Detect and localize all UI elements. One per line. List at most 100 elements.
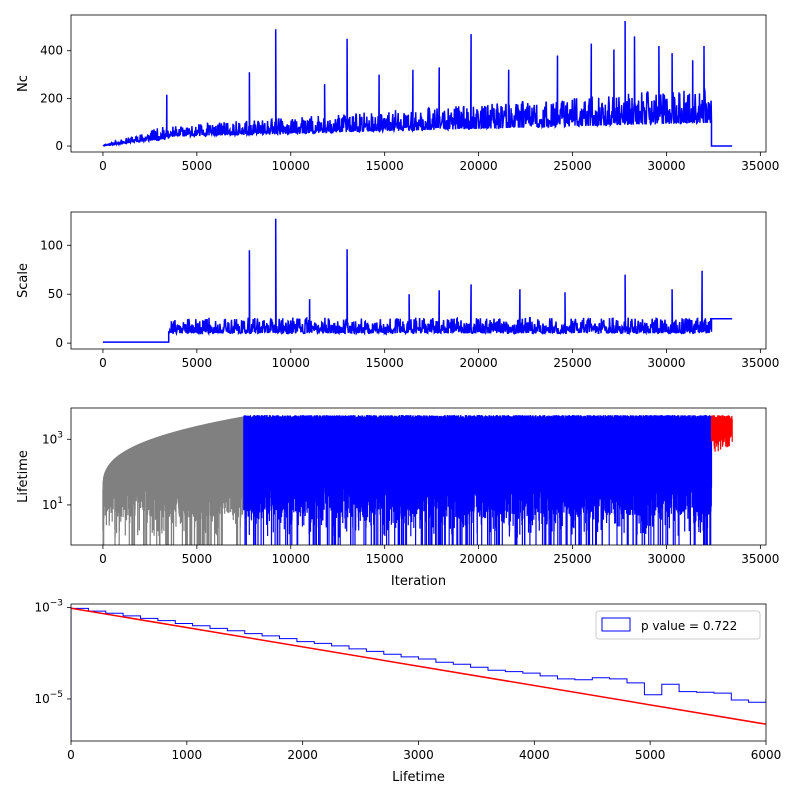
histogram-bin: [783, 705, 800, 741]
y-tick-label: 0: [55, 139, 63, 153]
x-tick-label: 5000: [182, 356, 213, 370]
histogram-bin: [471, 667, 488, 741]
x-tick-label: 0: [67, 748, 75, 762]
histogram-bin: [540, 676, 557, 741]
chart-panel-2: 0 5000 10000 15000 20000 25000 30000 35000 0 50 10…: [16, 211, 779, 370]
histogram-bin: [314, 643, 331, 741]
y-tick-label: 101: [42, 496, 63, 512]
x-axis-label: Iteration: [391, 574, 446, 589]
legend: p value = 0.722: [595, 610, 761, 640]
legend-swatch: [601, 617, 631, 632]
histogram-bin: [558, 679, 575, 741]
series-line-1: [102, 218, 733, 343]
x-tick-label: 35000: [741, 159, 779, 173]
y-tick-label: 103: [42, 430, 63, 446]
histogram-outline: [71, 607, 766, 741]
x-tick-label: 15000: [366, 159, 404, 173]
x-tick-label: 3000: [403, 748, 434, 762]
histogram-bin: [436, 662, 453, 741]
histogram-bin: [158, 621, 175, 741]
histogram-bin: [453, 664, 470, 741]
histogram-bin: [332, 646, 349, 741]
fit-line: [71, 607, 766, 725]
plot-area: [71, 607, 800, 741]
histogram-bin: [88, 611, 105, 741]
histogram-bin: [610, 679, 627, 741]
x-tick-label: 20000: [460, 356, 498, 370]
y-tick-label: 10−3: [34, 599, 63, 615]
x-tick-label: 2000: [287, 748, 318, 762]
y-tick-label: 400: [40, 44, 63, 58]
x-tick-label: 35000: [741, 552, 779, 566]
histogram-bin: [366, 651, 383, 741]
x-tick-label: 35000: [741, 356, 779, 370]
axes-frame: [70, 14, 767, 153]
plot-area: [102, 415, 733, 545]
histogram-bin: [227, 631, 244, 741]
x-tick-label: 30000: [647, 159, 685, 173]
histogram-bin: [71, 608, 88, 741]
series-band-3: [710, 415, 733, 452]
x-axis-label: Lifetime: [392, 770, 445, 785]
histogram-bin: [175, 623, 192, 741]
plot-area: [102, 20, 733, 147]
x-tick-label: 10000: [272, 159, 310, 173]
x-tick-label: 15000: [366, 552, 404, 566]
y-tick-label: 50: [48, 287, 63, 301]
y-tick-label: 10−5: [34, 690, 63, 706]
x-tick-label: 30000: [647, 356, 685, 370]
histogram-bin: [401, 657, 418, 741]
series-band-2: [243, 415, 713, 545]
histogram-bin: [575, 680, 592, 741]
axes-frame: [70, 407, 767, 546]
x-tick-label: 30000: [647, 552, 685, 566]
histogram-bin: [193, 626, 210, 741]
y-axis-label: Scale: [16, 263, 31, 298]
x-tick-label: 4000: [519, 748, 550, 762]
chart-panel-4: 0 1000 2000 3000 4000 5000 6000 10−5 10−3 Lifetim…: [34, 599, 800, 785]
histogram-bin: [297, 642, 314, 741]
legend-label: p value = 0.722: [641, 619, 737, 633]
x-tick-label: 25000: [553, 356, 591, 370]
legend-box: [595, 610, 761, 640]
y-axis-label: Lifetime: [16, 450, 31, 503]
axes-frame: [70, 211, 767, 350]
histogram-bin: [245, 634, 262, 741]
histogram-bin: [627, 683, 644, 741]
x-tick-label: 0: [99, 552, 107, 566]
x-tick-label: 5000: [182, 552, 213, 566]
x-tick-label: 0: [99, 356, 107, 370]
x-tick-label: 6000: [751, 748, 782, 762]
x-tick-label: 10000: [272, 552, 310, 566]
histogram-bin: [210, 628, 227, 741]
plot-area: [102, 218, 733, 343]
y-axis-label: Nc: [16, 75, 31, 92]
histogram-bin: [697, 692, 714, 741]
x-tick-label: 25000: [553, 159, 591, 173]
y-tick-label: 100: [40, 238, 63, 252]
y-tick-label: 200: [40, 91, 63, 105]
x-tick-label: 15000: [366, 356, 404, 370]
x-tick-label: 0: [99, 159, 107, 173]
x-tick-label: 5000: [635, 748, 666, 762]
x-tick-label: 25000: [553, 552, 591, 566]
series-line-1: [102, 20, 733, 147]
histogram-bin: [679, 692, 696, 741]
histogram-bin: [592, 678, 609, 741]
x-tick-label: 20000: [460, 159, 498, 173]
histogram-bin: [123, 616, 140, 741]
histogram-bin: [662, 684, 679, 741]
chart-panel-1: 0 5000 10000 15000 20000 25000 30000 35000 0 200 4…: [16, 14, 779, 173]
x-tick-label: 1000: [172, 748, 203, 762]
x-tick-label: 5000: [182, 159, 213, 173]
histogram-bin: [384, 654, 401, 741]
histogram-bin: [419, 659, 436, 741]
histogram-bin: [280, 639, 297, 741]
x-tick-label: 10000: [272, 356, 310, 370]
histogram-bin: [644, 695, 661, 741]
chart-panel-3: 0 5000 10000 15000 20000 25000 30000 35000 101 10…: [16, 407, 779, 589]
histogram-bin: [262, 636, 279, 741]
x-tick-label: 20000: [460, 552, 498, 566]
y-tick-label: 0: [55, 336, 63, 350]
histogram-bin: [141, 618, 158, 741]
